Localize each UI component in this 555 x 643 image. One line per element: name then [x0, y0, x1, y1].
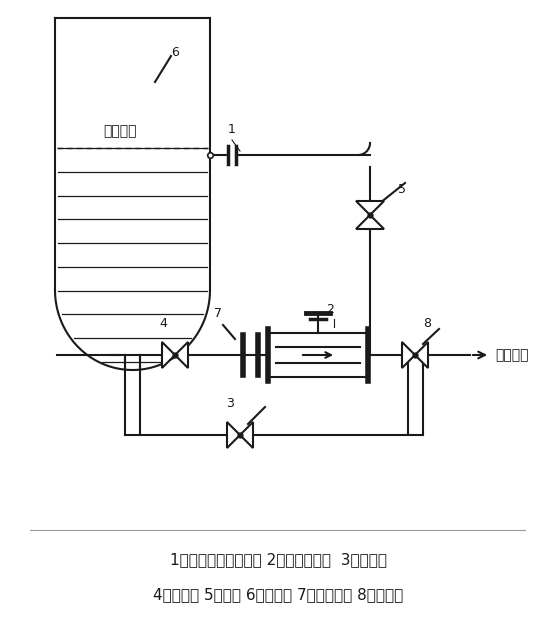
Polygon shape [227, 422, 240, 448]
Text: 3: 3 [226, 397, 234, 410]
Polygon shape [240, 422, 253, 448]
Text: 5: 5 [398, 183, 406, 196]
Bar [268, 333, 368, 377]
Text: 8: 8 [423, 317, 431, 330]
Text: 2: 2 [326, 303, 334, 316]
Polygon shape [356, 201, 384, 215]
Text: 1、相变管（信号筒） 2、自动调节器  3、旁路阀: 1、相变管（信号筒） 2、自动调节器 3、旁路阀 [169, 552, 386, 568]
Text: 1: 1 [228, 123, 236, 136]
Text: 4、调节阀 5、汽阀 6、加热器 7、连接短管 8、隔离阀: 4、调节阀 5、汽阀 6、加热器 7、连接短管 8、隔离阀 [153, 588, 403, 602]
Polygon shape [162, 342, 175, 368]
Polygon shape [175, 342, 188, 368]
Text: 6: 6 [171, 46, 179, 59]
Polygon shape [415, 342, 428, 368]
Text: 4: 4 [159, 317, 167, 330]
Polygon shape [402, 342, 415, 368]
Text: 疏水方向: 疏水方向 [495, 348, 528, 362]
Polygon shape [356, 215, 384, 229]
Text: 正常水位: 正常水位 [104, 124, 137, 138]
Text: 7: 7 [214, 307, 222, 320]
